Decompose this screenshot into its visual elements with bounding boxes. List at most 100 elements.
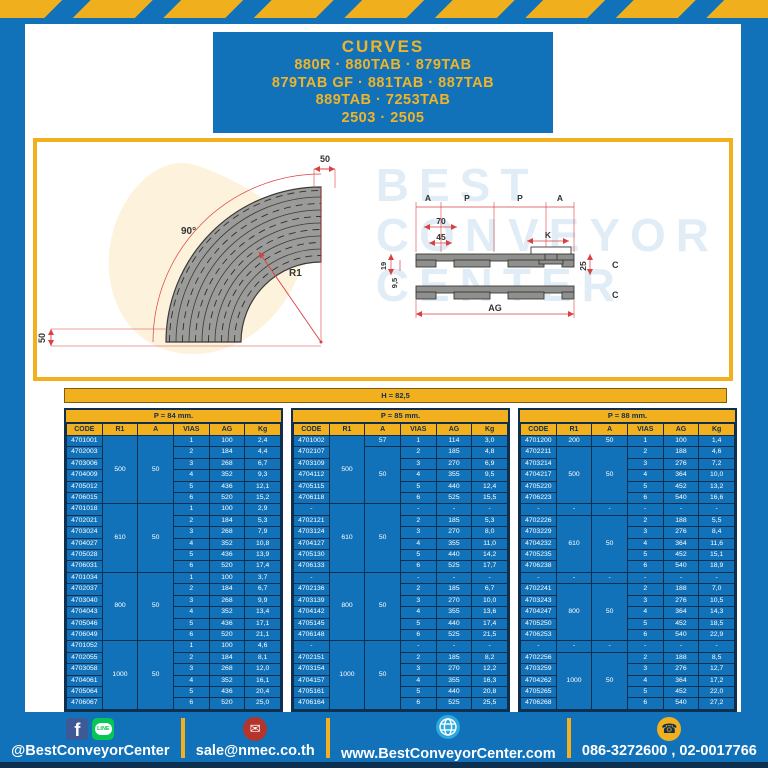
- table-cell: 2: [172, 514, 210, 528]
- table-cell: 5: [172, 617, 210, 630]
- table-cell: 188: [662, 583, 700, 596]
- table-cell: 2: [399, 583, 437, 596]
- table-cell: 6: [399, 628, 437, 642]
- table-cell: 12,4: [471, 480, 508, 494]
- page-title: CURVES: [341, 37, 425, 56]
- table-cell: 3: [626, 457, 664, 471]
- table-row: 4706049 6 520 21,1: [66, 628, 281, 642]
- table-cell: 4704217: [520, 469, 557, 482]
- dim-p-right: P: [517, 193, 523, 203]
- table-cell: 276: [662, 663, 700, 676]
- label-c-top: C: [612, 260, 619, 270]
- column-header: Kg: [244, 423, 281, 436]
- table-cell: 5: [399, 480, 437, 494]
- table-cell: 4703040: [66, 594, 103, 608]
- table-cell: 4706031: [66, 560, 103, 573]
- cross-section-graphic: A P P A 70 45 K: [379, 193, 619, 318]
- table-cell: 18,5: [698, 617, 735, 630]
- table-row: 4706223 6 540 16,6: [520, 492, 735, 505]
- table-cell: 4704027: [66, 537, 103, 551]
- table-cell: 5: [626, 617, 664, 630]
- table-cell: 50: [591, 583, 628, 642]
- table-cell: 4702003: [66, 446, 103, 459]
- table-cell: -: [471, 503, 508, 516]
- table-cell: 4703058: [66, 663, 103, 676]
- table-cell: 525: [435, 492, 473, 505]
- table-cell: 4706253: [520, 628, 557, 642]
- table-cell: 4703259: [520, 663, 557, 676]
- table-cell: 452: [662, 685, 700, 699]
- footer-divider: [566, 718, 571, 758]
- table-cell: 4703139: [293, 594, 330, 608]
- table-cell: 4: [172, 674, 210, 687]
- table-title: P = 88 mm.: [520, 410, 735, 423]
- table-cell: 1: [172, 503, 210, 516]
- table-cell: 355: [435, 674, 473, 687]
- table-cell: 185: [435, 583, 473, 596]
- table-row: 4703154 3 270 12,2: [293, 663, 508, 676]
- table-cell: 9,5: [471, 469, 508, 482]
- table-cell: 12,7: [698, 663, 735, 676]
- table-cell: 4704061: [66, 674, 103, 687]
- table-cell: 4,8: [471, 446, 508, 459]
- table-cell: 268: [208, 663, 246, 676]
- table-cell: 4706238: [520, 560, 557, 573]
- model-line-3: 889TAB · 7253TAB: [315, 92, 451, 108]
- table-cell: 4704232: [520, 537, 557, 551]
- table-cell: 3: [399, 594, 437, 608]
- table-cell: 540: [662, 697, 700, 710]
- data-table-1: P = 85 mm. CODE R1 A VIAS AG Kg 4701002 500 57 1 11…: [291, 408, 510, 712]
- table-row: 4706164 6 525 25,5: [293, 697, 508, 710]
- table-cell: 4703006: [66, 457, 103, 471]
- table-row: 4706118 6 525 15,5: [293, 492, 508, 505]
- table-cell: 364: [662, 469, 700, 482]
- table-cell: 100: [208, 434, 246, 448]
- table-cell: 10,5: [698, 594, 735, 608]
- table-row: 4704247 4 364 14,3: [520, 606, 735, 619]
- table-cell: -: [662, 640, 700, 653]
- table-cell: 184: [208, 651, 246, 665]
- table-row: 4706238 6 540 18,9: [520, 560, 735, 573]
- table-cell: -: [698, 503, 735, 516]
- table-cell: 4701001: [66, 434, 103, 448]
- table-cell: 17,1: [244, 617, 281, 630]
- table-cell: -: [471, 640, 508, 653]
- table-cell: 4: [626, 606, 664, 619]
- table-cell: 4705115: [293, 480, 330, 494]
- table-cell: 4705220: [520, 480, 557, 494]
- curve-drawing: 50 50 90° R1 A P P A: [37, 154, 619, 347]
- table-cell: 4704142: [293, 606, 330, 619]
- table-cell: 4: [626, 537, 664, 551]
- table-cell: 4702055: [66, 651, 103, 665]
- table-cell: 4703229: [520, 526, 557, 539]
- header-title-box: CURVES 880R · 880TAB · 879TAB 879TAB GF …: [213, 32, 553, 133]
- table-row: 4702226 610 50 2 188 5,5: [520, 514, 735, 573]
- table-cell: 364: [662, 537, 700, 551]
- table-row: 4705265 5 452 22,0: [520, 685, 735, 699]
- table-cell: 4706015: [66, 492, 103, 505]
- table-cell: 4704112: [293, 469, 330, 482]
- table-cell: 4701200: [520, 434, 557, 448]
- table-cell: 5: [172, 480, 210, 494]
- table-cell: 4705130: [293, 549, 330, 562]
- table-title: P = 84 mm.: [66, 410, 281, 423]
- table-row: 4701052 1000 50 1 100 4,6: [66, 640, 281, 710]
- table-cell: -: [555, 503, 593, 516]
- table-cell: 16,1: [244, 674, 281, 687]
- table-cell: 355: [435, 537, 473, 551]
- table-cell: 10,8: [244, 537, 281, 551]
- table-cell: -: [520, 503, 557, 516]
- hazard-stripe-band: [0, 0, 768, 18]
- table-cell: 436: [208, 549, 246, 562]
- table-cell: 540: [662, 560, 700, 573]
- bottom-navy-strip: [0, 762, 768, 768]
- table-cell: 520: [208, 628, 246, 642]
- table-cell: 50: [364, 446, 401, 505]
- table-cell: 352: [208, 606, 246, 619]
- table-row: 4703139 3 270 10,0: [293, 594, 508, 608]
- table-cell: 4704043: [66, 606, 103, 619]
- table-cell: -: [399, 571, 437, 585]
- table-row: ------: [520, 640, 735, 653]
- mail-icon: ✉: [243, 717, 268, 741]
- website-label: www.BestConveyorCenter.com: [340, 745, 556, 762]
